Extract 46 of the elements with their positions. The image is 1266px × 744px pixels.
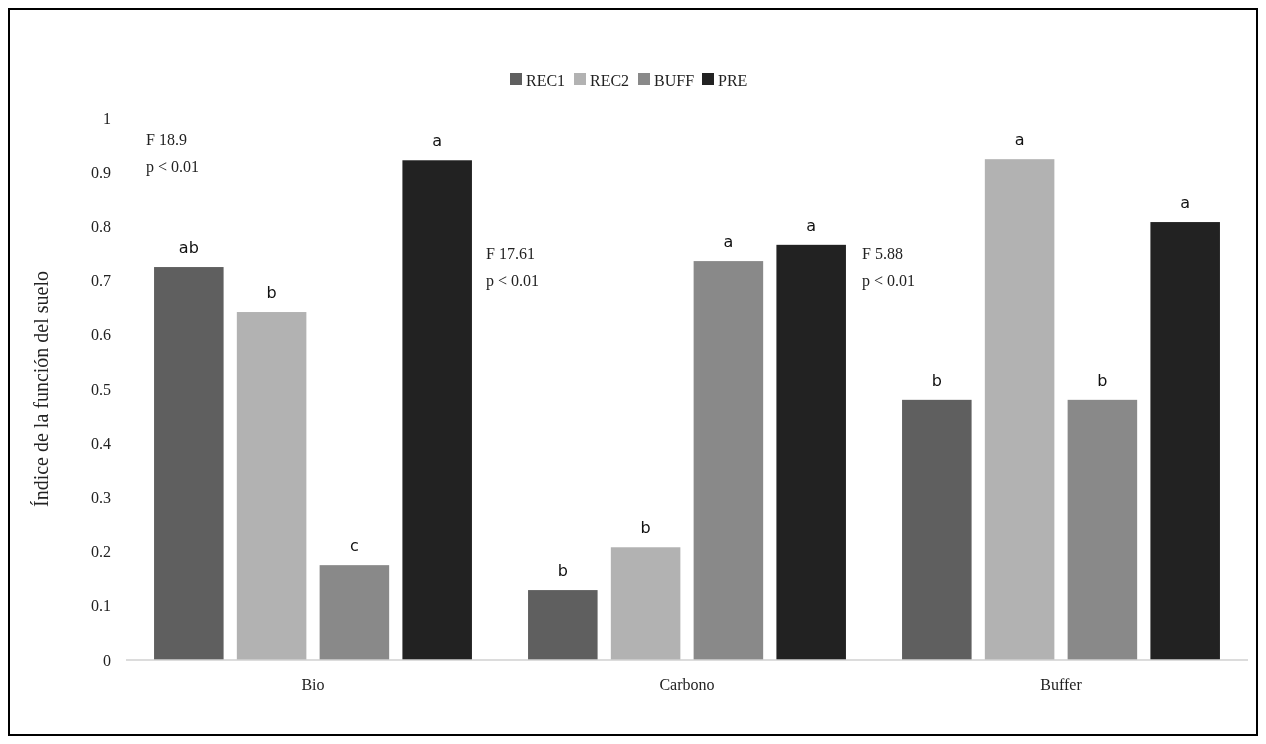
y-tick-label: 0 xyxy=(103,651,111,669)
annotation: a xyxy=(806,215,817,235)
y-tick-label: 0.7 xyxy=(91,272,111,290)
bar xyxy=(693,261,764,660)
y-tick-label: 0.9 xyxy=(91,163,111,181)
y-tick-label: 0.8 xyxy=(91,218,111,235)
y-tick-label: 0.3 xyxy=(91,489,111,506)
annotation: b xyxy=(640,518,651,538)
y-tick-label: 0.2 xyxy=(91,543,111,561)
annotation: b xyxy=(1097,370,1108,390)
x-tick-label: Carbono xyxy=(659,676,715,693)
bar xyxy=(319,565,390,660)
annotation: b xyxy=(557,561,568,581)
annotation: F 5.88 p < 0.01 xyxy=(862,244,916,290)
bar xyxy=(402,160,472,660)
y-axis-title: Índice de la función del suelo xyxy=(30,270,52,508)
legend-label: PRE xyxy=(718,71,748,89)
bar xyxy=(984,159,1055,660)
annotation: a xyxy=(432,131,443,151)
annotation: ab xyxy=(178,238,199,258)
x-tick-label: Bio xyxy=(301,676,325,693)
y-tick-label: 0.1 xyxy=(91,597,111,615)
bar xyxy=(1150,222,1220,660)
bar xyxy=(1067,399,1138,660)
y-tick-label: 0.4 xyxy=(91,434,111,452)
annotation: b xyxy=(266,283,277,303)
y-tick-label: 1 xyxy=(103,109,111,127)
annotation: a xyxy=(723,232,734,252)
bar xyxy=(776,244,846,660)
bar xyxy=(528,590,598,660)
bar xyxy=(236,312,307,660)
legend-label: BUFF xyxy=(654,71,695,89)
legend-label: REC1 xyxy=(526,71,566,89)
y-tick-label: 0.6 xyxy=(91,326,111,344)
annotation: a xyxy=(1180,193,1191,213)
x-tick-label: Buffer xyxy=(1040,676,1083,693)
bar xyxy=(902,399,972,660)
annotation: c xyxy=(349,536,359,556)
legend-label: REC2 xyxy=(590,71,630,89)
y-tick-label: 0.5 xyxy=(91,380,111,398)
annotation: F 18.9 p < 0.01 xyxy=(146,131,200,177)
annotation: F 17.61 p < 0.01 xyxy=(486,244,540,290)
bar xyxy=(154,267,224,660)
bar xyxy=(610,547,681,660)
annotation: b xyxy=(931,370,942,390)
annotation: a xyxy=(1014,130,1025,150)
